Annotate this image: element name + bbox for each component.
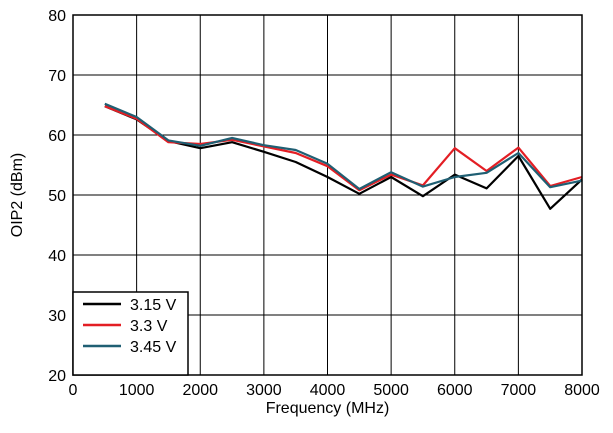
x-axis-label: Frequency (MHz) xyxy=(266,400,390,417)
y-tick-label: 60 xyxy=(48,128,66,145)
x-tick-label: 3000 xyxy=(246,382,282,399)
x-tick-label: 0 xyxy=(69,382,78,399)
x-tick-label: 5000 xyxy=(373,382,409,399)
tick-labels: 0 1000 2000 3000 4000 5000 6000 7000 8000 20 30 40 5… xyxy=(48,8,600,399)
y-tick-label: 20 xyxy=(48,368,66,385)
y-tick-label: 40 xyxy=(48,248,66,265)
series-lines xyxy=(104,102,583,210)
x-tick-label: 7000 xyxy=(501,382,537,399)
legend-label: 3.15 V xyxy=(130,297,177,314)
y-tick-label: 70 xyxy=(48,68,66,85)
plot-frame xyxy=(72,14,583,376)
x-tick-label: 2000 xyxy=(182,382,218,399)
y-tick-label: 80 xyxy=(48,8,66,25)
legend-box xyxy=(72,291,189,376)
legend-label: 3.45 V xyxy=(130,339,177,356)
series-line-1 xyxy=(104,105,583,210)
series-line-3 xyxy=(104,102,583,191)
legend-label: 3.3 V xyxy=(130,318,168,335)
legend: 3.15 V 3.3 V 3.45 V xyxy=(72,291,189,376)
x-tick-label: 6000 xyxy=(437,382,473,399)
y-tick-label: 50 xyxy=(48,188,66,205)
y-tick-label: 30 xyxy=(48,308,66,325)
x-tick-label: 4000 xyxy=(310,382,346,399)
y-axis-label: OIP2 (dBm) xyxy=(9,153,26,237)
x-tick-label: 8000 xyxy=(564,382,600,399)
x-tick-label: 1000 xyxy=(119,382,155,399)
